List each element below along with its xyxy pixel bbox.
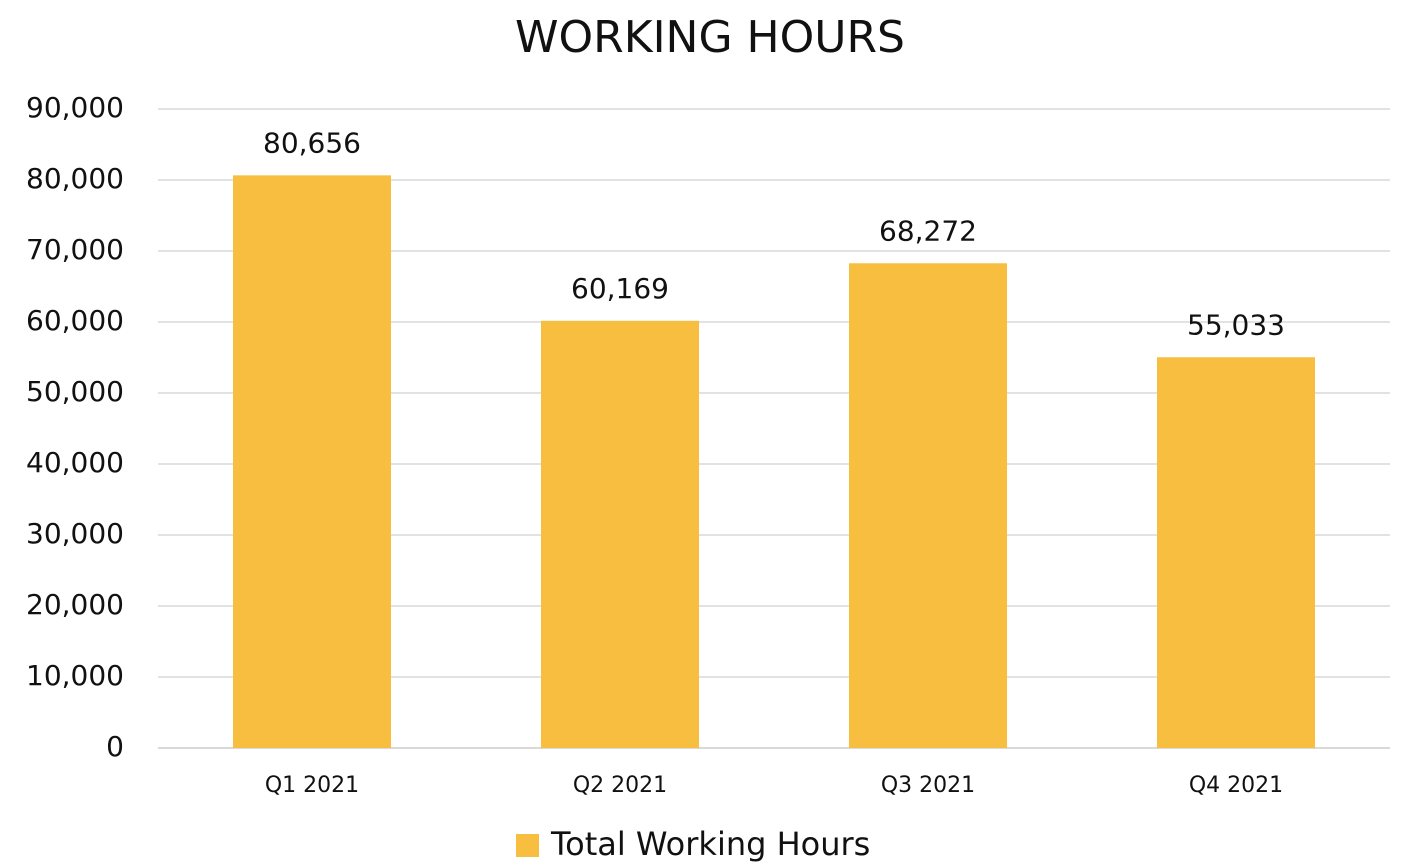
bar bbox=[848, 263, 1008, 748]
bar bbox=[232, 175, 392, 748]
legend-label: Total Working Hours bbox=[550, 825, 870, 863]
x-tick-label: Q4 2021 bbox=[1189, 773, 1283, 798]
y-tick-label: 50,000 bbox=[26, 375, 124, 408]
y-tick-label: 20,000 bbox=[26, 588, 124, 621]
bar bbox=[1156, 357, 1316, 748]
y-tick-label: 40,000 bbox=[26, 446, 124, 479]
data-label: 60,169 bbox=[571, 272, 669, 305]
y-tick-label: 90,000 bbox=[26, 91, 124, 124]
x-tick-label: Q3 2021 bbox=[881, 773, 975, 798]
x-tick-label: Q1 2021 bbox=[265, 773, 359, 798]
data-label: 68,272 bbox=[879, 214, 977, 247]
data-label: 55,033 bbox=[1187, 308, 1285, 341]
y-tick-label: 0 bbox=[106, 730, 124, 763]
y-tick-label: 70,000 bbox=[26, 233, 124, 266]
x-tick-label: Q2 2021 bbox=[573, 773, 667, 798]
y-tick-label: 30,000 bbox=[26, 517, 124, 550]
legend-swatch bbox=[516, 834, 539, 857]
bar bbox=[540, 320, 700, 748]
chart-title: WORKING HOURS bbox=[515, 12, 905, 63]
y-tick-label: 80,000 bbox=[26, 162, 124, 195]
data-label: 80,656 bbox=[263, 126, 361, 159]
y-tick-label: 60,000 bbox=[26, 304, 124, 337]
y-tick-label: 10,000 bbox=[26, 659, 124, 692]
